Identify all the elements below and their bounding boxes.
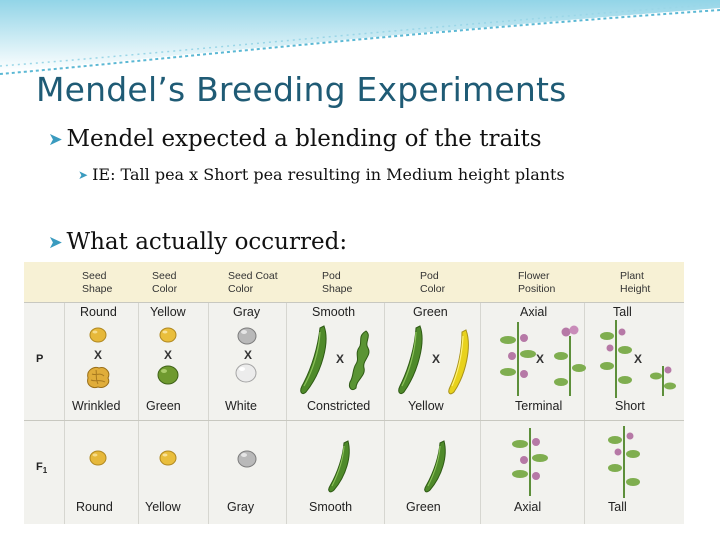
p-bottom-seed-color: Green	[146, 399, 181, 413]
gray-seed-icon	[237, 450, 257, 468]
constricted-pod-icon	[349, 330, 370, 391]
bullet-arrow-icon: ➤	[78, 168, 89, 182]
p-bottom-pod-color: Yellow	[408, 399, 444, 413]
bullet-3-text: What actually occurred:	[66, 229, 348, 255]
f1-flower-position: Axial	[514, 500, 542, 514]
col-divider	[138, 302, 139, 524]
p-top-seed-shape: Round	[80, 305, 117, 319]
f1-pod-color: Green	[406, 500, 441, 514]
p-top-flower-position: Axial	[520, 305, 548, 319]
col-header-seed-color: Seed Color	[152, 270, 178, 295]
smooth-pod-icon	[328, 440, 350, 493]
yellow-seed-icon	[159, 450, 177, 466]
row-label-f1-main: F	[36, 461, 43, 473]
terminal-flower-plant-icon	[554, 325, 586, 396]
p-top-seed-coat: Gray	[233, 305, 261, 319]
col-divider	[584, 302, 585, 524]
yellow-seed-icon	[159, 327, 177, 343]
cross-symbol: X	[336, 352, 345, 366]
f1-seed-shape: Round	[76, 500, 113, 514]
row-label-f1: F1	[36, 461, 47, 475]
mendel-traits-table: Seed Shape Seed Color Seed Coat Color Po…	[24, 262, 684, 524]
cross-symbol: X	[244, 348, 253, 362]
p-top-pod-shape: Smooth	[312, 305, 356, 319]
col-divider	[64, 302, 65, 524]
tall-plant-icon	[608, 426, 640, 498]
col-divider	[208, 302, 209, 524]
col-divider	[480, 302, 481, 524]
bullet-2-text: IE: Tall pea x Short pea resulting in Me…	[92, 165, 565, 184]
green-seed-icon	[157, 365, 179, 385]
col-divider	[384, 302, 385, 524]
bullet-arrow-icon: ➤	[48, 233, 63, 253]
tall-plant-icon	[600, 320, 632, 398]
table-header-band	[24, 262, 684, 302]
col-header-flower-position: Flower Position	[518, 270, 556, 295]
gray-seed-icon	[237, 327, 257, 345]
col-header-pod-color: Pod Color	[420, 270, 446, 295]
wrinkled-seed-icon	[87, 367, 110, 388]
p-top-plant-height: Tall	[613, 305, 632, 319]
cross-symbol: X	[634, 352, 643, 366]
p-bottom-flower-position: Terminal	[515, 399, 563, 413]
round-seed-icon	[89, 327, 107, 343]
cross-symbol: X	[164, 348, 173, 362]
bullet-1-text: Mendel expected a blending of the traits	[66, 126, 542, 152]
f1-seed-color: Yellow	[145, 500, 181, 514]
row-label-p: P	[36, 353, 44, 365]
short-plant-icon	[650, 366, 676, 396]
f1-seed-coat: Gray	[227, 500, 255, 514]
p-bottom-plant-height: Short	[615, 399, 645, 413]
slide-title: Mendel’s Breeding Experiments	[36, 70, 567, 109]
bullet-1: ➤ Mendel expected a blending of the trait…	[48, 126, 542, 152]
yellow-pod-icon	[448, 329, 469, 395]
white-seed-icon	[235, 363, 257, 383]
col-header-plant-height: Plant Height	[620, 270, 651, 295]
round-seed-icon	[89, 450, 107, 466]
axial-flower-plant-icon	[512, 428, 548, 496]
p-top-seed-color: Yellow	[150, 305, 186, 319]
f1-pod-shape: Smooth	[309, 500, 353, 514]
bullet-2: ➤ IE: Tall pea x Short pea resulting in M…	[78, 165, 565, 184]
cross-symbol: X	[94, 348, 103, 362]
cross-symbol: X	[536, 352, 545, 366]
green-pod-icon	[424, 440, 446, 493]
p-bottom-seed-coat: White	[225, 399, 257, 413]
row-label-f1-sub: 1	[42, 466, 48, 476]
f1-plant-height: Tall	[608, 500, 627, 514]
col-header-pod-shape: Pod Shape	[322, 270, 353, 295]
col-header-seed-coat-color: Seed Coat Color	[228, 270, 278, 295]
row-divider	[24, 420, 684, 421]
p-bottom-pod-shape: Constricted	[307, 399, 371, 413]
p-top-pod-color: Green	[413, 305, 448, 319]
header-divider	[24, 302, 684, 303]
bullet-3: ➤ What actually occurred:	[48, 229, 347, 255]
bullet-arrow-icon: ➤	[48, 130, 63, 150]
col-divider	[286, 302, 287, 524]
p-bottom-seed-shape: Wrinkled	[72, 399, 121, 413]
axial-flower-plant-icon	[500, 322, 536, 396]
col-header-seed-shape: Seed Shape	[82, 270, 113, 295]
smooth-pod-icon	[300, 325, 327, 395]
header-swoosh-decoration	[0, 0, 720, 75]
cross-symbol: X	[432, 352, 441, 366]
green-pod-icon	[398, 325, 423, 395]
